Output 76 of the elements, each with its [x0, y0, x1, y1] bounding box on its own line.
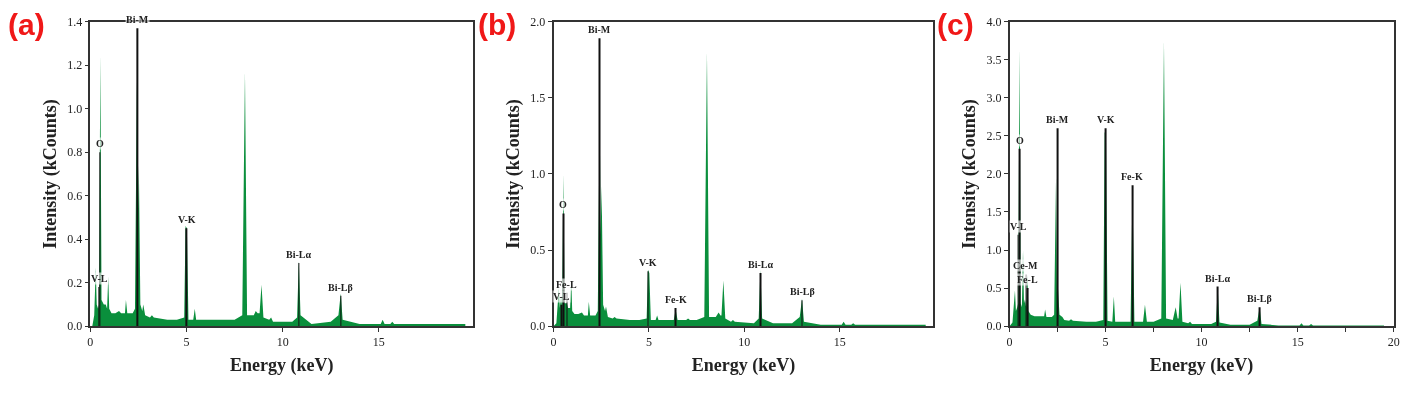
x-tick-label: 10 [1195, 335, 1208, 350]
y-tick-label: 0.2 [67, 275, 83, 290]
annotation: Bi-Lα [286, 249, 312, 260]
y-tick-label: 0.0 [67, 319, 83, 334]
bar [598, 38, 601, 327]
y-tick-label: 4.0 [986, 14, 1002, 29]
annotation: Fe-L [556, 279, 577, 290]
annotation: Bi-M [126, 14, 149, 25]
chart-title: (b) [478, 8, 517, 41]
y-tick-label: 1.0 [67, 101, 83, 116]
annotation: O [1016, 135, 1024, 146]
y-axis-title: Intensity (kCounts) [959, 99, 981, 249]
annotation: Bi-Lβ [790, 286, 815, 297]
x-tick-label: 0 [550, 335, 557, 350]
x-tick-label: 0 [1006, 335, 1013, 350]
x-axis-title: Energy (keV) [1149, 354, 1254, 376]
annotation: Bi-Lβ [1247, 293, 1272, 304]
x-tick-label: 15 [1291, 335, 1304, 350]
annotation: Bi-Lα [1205, 273, 1231, 284]
x-tick-label: 20 [1387, 335, 1400, 350]
x-axis-title: Energy (keV) [691, 354, 796, 376]
y-tick-label: 2.5 [986, 129, 1002, 144]
y-tick-label: 0.5 [530, 243, 546, 258]
x-axis-title: Energy (keV) [229, 354, 334, 376]
annotation: Fe-L [1017, 274, 1038, 285]
x-tick-label: 15 [372, 335, 385, 350]
y-tick-label: 3.0 [986, 90, 1002, 105]
annotation: Bi-M [588, 24, 611, 35]
y-tick-label: 1.0 [986, 243, 1002, 258]
bar [136, 28, 139, 327]
y-tick-label: 0.8 [67, 145, 83, 160]
x-tick-label: 5 [645, 335, 652, 350]
bar [1104, 128, 1107, 327]
x-tick-label: 5 [1102, 335, 1109, 350]
annotation: Bi-Lα [748, 259, 774, 270]
x-tick-label: 10 [738, 335, 751, 350]
y-tick-label: 1.5 [530, 90, 546, 105]
bar [185, 228, 188, 327]
y-tick-label: 0.5 [986, 281, 1002, 296]
y-tick-label: 3.5 [986, 52, 1002, 67]
annotation: Bi-Lβ [328, 282, 353, 293]
annotation: V-K [1097, 114, 1115, 125]
bar [1216, 286, 1219, 327]
y-axis-title: Intensity (kCounts) [39, 99, 61, 249]
annotation: V-K [178, 214, 196, 225]
bar [674, 307, 677, 327]
x-tick-label: 15 [833, 335, 846, 350]
y-tick-label: 1.2 [67, 58, 83, 73]
annotation: Bi-M [1046, 114, 1069, 125]
y-tick-label: 0.4 [67, 232, 83, 247]
chart-title: (a) [8, 8, 45, 41]
y-axis-title: Intensity (kCounts) [503, 99, 525, 249]
annotation: V-K [639, 257, 657, 268]
annotation: Fe-K [1121, 171, 1143, 182]
y-tick-label: 0.0 [530, 319, 546, 334]
y-tick-label: 0.0 [986, 319, 1002, 334]
y-tick-label: 2.0 [986, 167, 1002, 182]
x-tick-label: 10 [276, 335, 289, 350]
y-tick-label: 1.5 [986, 205, 1002, 220]
x-tick-label: 5 [183, 335, 190, 350]
y-tick-label: 2.0 [530, 14, 546, 29]
bar [1258, 307, 1261, 327]
annotation: O [559, 199, 567, 210]
y-tick-label: 1.0 [530, 167, 546, 182]
y-tick-label: 1.4 [67, 14, 83, 29]
y-tick-label: 0.6 [67, 188, 83, 203]
bar [1056, 128, 1059, 327]
annotation: Ce-M [1013, 260, 1038, 271]
chart-title: (c) [937, 8, 974, 41]
annotation: O [96, 138, 104, 149]
annotation: V-L [1010, 221, 1027, 232]
bar [1131, 185, 1134, 327]
annotation: V-L [91, 273, 108, 284]
bar [759, 272, 762, 327]
annotation: Fe-K [665, 294, 687, 305]
x-tick-label: 0 [87, 335, 94, 350]
